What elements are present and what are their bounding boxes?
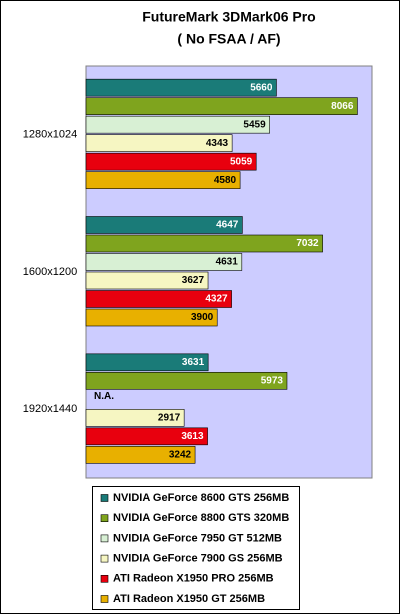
value-label: N.A. [94,391,114,402]
legend-label: ATI Radeon X1950 GT 256MB [113,593,265,605]
bar [85,97,358,115]
legend-label: NVIDIA GeForce 8800 GTS 320MB [113,512,289,524]
bar [85,372,288,390]
value-label: 3627 [182,275,205,286]
bar [85,308,218,327]
legend-marker [100,534,109,543]
legend-marker [100,595,109,603]
bar [85,353,209,372]
legend-label: NVIDIA GeForce 8600 GTS 256MB [113,492,289,504]
value-label: 4327 [205,294,228,305]
legend-marker [100,554,109,563]
value-label: 4580 [214,175,237,186]
legend-marker [100,574,109,583]
value-label: 4631 [216,257,239,268]
bar [85,290,232,308]
value-label: 3242 [169,449,192,460]
category-label: 1920x1440 [23,403,77,415]
bar [85,171,241,189]
bar [85,427,208,446]
bar [85,115,270,134]
bar [85,134,233,152]
legend-marker [100,494,109,502]
bar [85,253,243,271]
value-label: 5973 [261,375,284,386]
legend-marker [100,514,109,523]
bar [85,216,243,234]
value-label: 4343 [206,138,229,149]
value-label: 3900 [191,312,214,323]
bar [85,234,323,253]
value-label: 5059 [230,156,253,167]
legend-label: NVIDIA GeForce 7900 GS 256MB [113,553,283,565]
bar [85,152,257,171]
chart-title: FutureMark 3DMark06 Pro [142,9,316,25]
bar [85,446,196,464]
legend-label: ATI Radeon X1950 PRO 256MB [113,573,274,585]
bar [85,271,209,290]
chart-subtitle: ( No FSAA / AF) [177,31,280,47]
value-label: 5459 [243,119,266,130]
value-label: 2917 [158,412,181,423]
value-label: 3631 [182,357,205,368]
bar [85,78,277,97]
value-label: 3613 [181,431,204,442]
value-label: 8066 [331,101,354,112]
category-label: 1600x1200 [23,266,77,278]
value-label: 4647 [216,220,239,231]
value-label: 7032 [296,238,319,249]
category-label: 1280x1024 [23,129,77,141]
legend-box [92,486,300,610]
bar [85,409,185,427]
legend-label: NVIDIA GeForce 7950 GT 512MB [113,532,282,544]
value-label: 5660 [250,82,273,93]
